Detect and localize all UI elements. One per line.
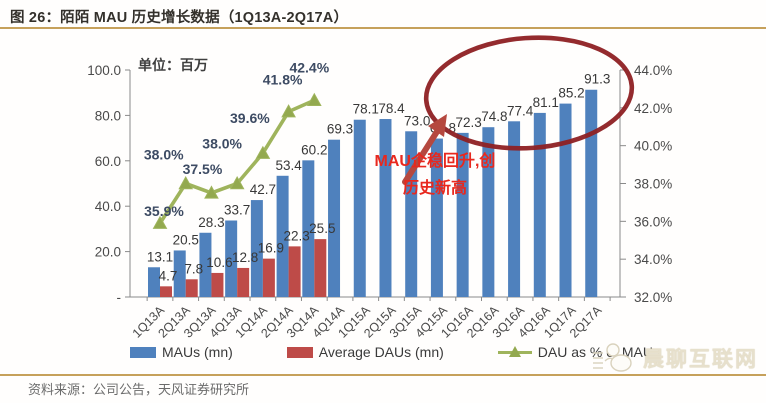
svg-text:-: - — [117, 290, 122, 305]
chart-legend: MAUs (mn) Average DAUs (mn) DAU as % of … — [130, 344, 660, 360]
svg-text:72.3: 72.3 — [455, 115, 481, 130]
annotation-line-2: 历史新高 — [402, 180, 467, 197]
watermark-text: 晨聊互联网 — [643, 348, 758, 371]
svg-text:85.2: 85.2 — [558, 86, 584, 101]
svg-text:20.5: 20.5 — [173, 232, 199, 247]
svg-text:42.4%: 42.4% — [289, 59, 329, 75]
svg-text:25.5: 25.5 — [309, 221, 335, 236]
svg-text:38.0%: 38.0% — [144, 147, 184, 163]
svg-text:42.7: 42.7 — [250, 182, 276, 197]
legend-item-dau-pct: DAU as % of MAUs — [497, 344, 660, 360]
svg-text:78.4: 78.4 — [378, 101, 405, 116]
svg-text:12.8: 12.8 — [232, 250, 258, 265]
svg-text:74.8: 74.8 — [481, 109, 507, 124]
svg-text:91.3: 91.3 — [584, 72, 610, 87]
svg-text:77.4: 77.4 — [507, 103, 534, 118]
svg-text:7.8: 7.8 — [184, 261, 203, 276]
legend-item-maus: MAUs (mn) — [130, 344, 233, 360]
svg-text:60.2: 60.2 — [301, 142, 327, 157]
unit-label: 单位：百万 — [138, 57, 208, 73]
svg-text:28.3: 28.3 — [198, 215, 224, 230]
svg-text:38.0%: 38.0% — [634, 177, 672, 192]
svg-text:41.8%: 41.8% — [263, 72, 303, 88]
svg-text:33.7: 33.7 — [224, 203, 250, 218]
legend-label-daus: Average DAUs (mn) — [318, 344, 444, 360]
svg-text:36.0%: 36.0% — [634, 214, 672, 229]
maus-swatch-icon — [130, 346, 156, 358]
svg-text:37.5%: 37.5% — [183, 161, 223, 177]
figure-title: 图 26：陌陌 MAU 历史增长数据（1Q13A-2Q17A） — [10, 10, 349, 26]
legend-label-dau-pct: DAU as % of MAUs — [537, 344, 660, 360]
svg-text:35.9%: 35.9% — [144, 203, 184, 219]
line-marker-icon — [497, 346, 532, 358]
watermark: 晨聊互联网 — [591, 341, 758, 375]
bottom-divider — [0, 374, 766, 376]
svg-text:34.0%: 34.0% — [634, 252, 672, 267]
svg-text:22.3: 22.3 — [283, 228, 309, 243]
svg-text:40.0%: 40.0% — [634, 139, 672, 154]
svg-text:60.0: 60.0 — [95, 154, 121, 169]
svg-text:38.0%: 38.0% — [202, 136, 242, 152]
svg-text:53.4: 53.4 — [275, 158, 302, 173]
top-divider — [0, 27, 766, 29]
svg-text:20.0: 20.0 — [95, 245, 121, 260]
legend-item-daus: Average DAUs (mn) — [286, 344, 444, 360]
svg-text:78.1: 78.1 — [353, 102, 379, 117]
svg-text:80.0: 80.0 — [95, 108, 121, 123]
svg-text:4.7: 4.7 — [159, 268, 178, 283]
svg-text:39.6%: 39.6% — [230, 110, 270, 126]
svg-text:69.3: 69.3 — [327, 122, 353, 137]
svg-text:100.0: 100.0 — [87, 63, 121, 78]
source-note: 资料来源：公司公告，天风证券研究所 — [28, 382, 250, 397]
annotation-line-1: MAU企稳回升,创 — [374, 153, 496, 170]
annotation-callout: MAU企稳回升,创 历史新高 — [360, 148, 510, 202]
svg-text:32.0%: 32.0% — [634, 290, 672, 305]
svg-text:44.0%: 44.0% — [634, 63, 672, 78]
svg-text:81.1: 81.1 — [533, 95, 559, 110]
svg-text:42.0%: 42.0% — [634, 101, 672, 116]
svg-text:73.0: 73.0 — [404, 113, 430, 128]
legend-label-maus: MAUs (mn) — [162, 344, 233, 360]
daus-swatch-icon — [286, 346, 313, 358]
svg-text:16.9: 16.9 — [258, 241, 284, 256]
svg-text:40.0: 40.0 — [95, 199, 121, 214]
svg-text:10.6: 10.6 — [206, 255, 232, 270]
svg-text:13.1: 13.1 — [147, 249, 173, 264]
watermark-doodle-icon — [593, 343, 632, 372]
